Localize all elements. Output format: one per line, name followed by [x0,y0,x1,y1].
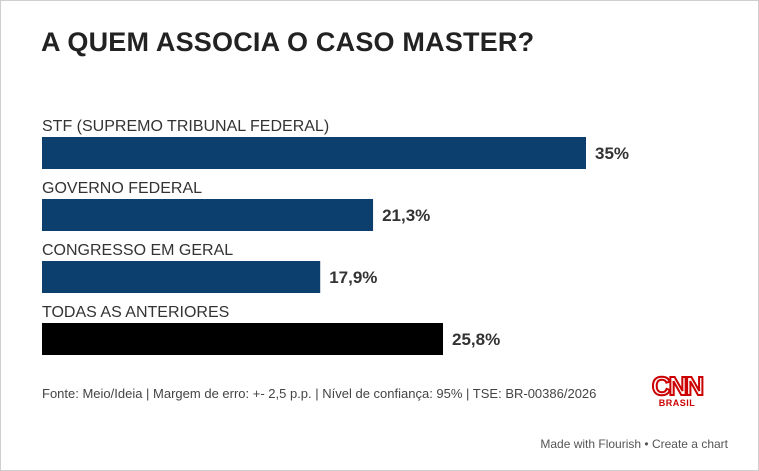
category-label: STF (SUPREMO TRIBUNAL FEDERAL) [42,118,329,135]
cnn-brasil-logo: CNN BRASIL [651,371,705,410]
value-label: 35% [595,144,629,163]
logo-brasil-text: BRASIL [658,398,696,408]
bar [42,199,374,231]
create-chart-link[interactable]: Create a chart [651,437,728,451]
logo-cnn-text: CNN [651,371,705,401]
source-note: Fonte: Meio/Ideia | Margem de erro: +- 2… [42,386,597,401]
footer-separator: • [644,437,649,451]
made-with-flourish-link[interactable]: Made with Flourish [540,437,642,451]
bar-chart: STF (SUPREMO TRIBUNAL FEDERAL) 35% GOVERNO… [42,118,629,355]
bar [42,323,444,355]
category-label: TODAS AS ANTERIORES [42,304,229,321]
value-label: 17,9% [329,268,377,287]
category-label: CONGRESSO EM GERAL [42,242,233,259]
bar [42,137,586,169]
bar [42,261,321,293]
flourish-footer: Made with Flourish • Create a chart [540,437,728,451]
value-label: 25,8% [452,330,500,349]
value-label: 21,3% [382,206,430,225]
category-label: GOVERNO FEDERAL [42,180,202,197]
chart-title: A QUEM ASSOCIA O CASO MASTER? [41,27,535,57]
